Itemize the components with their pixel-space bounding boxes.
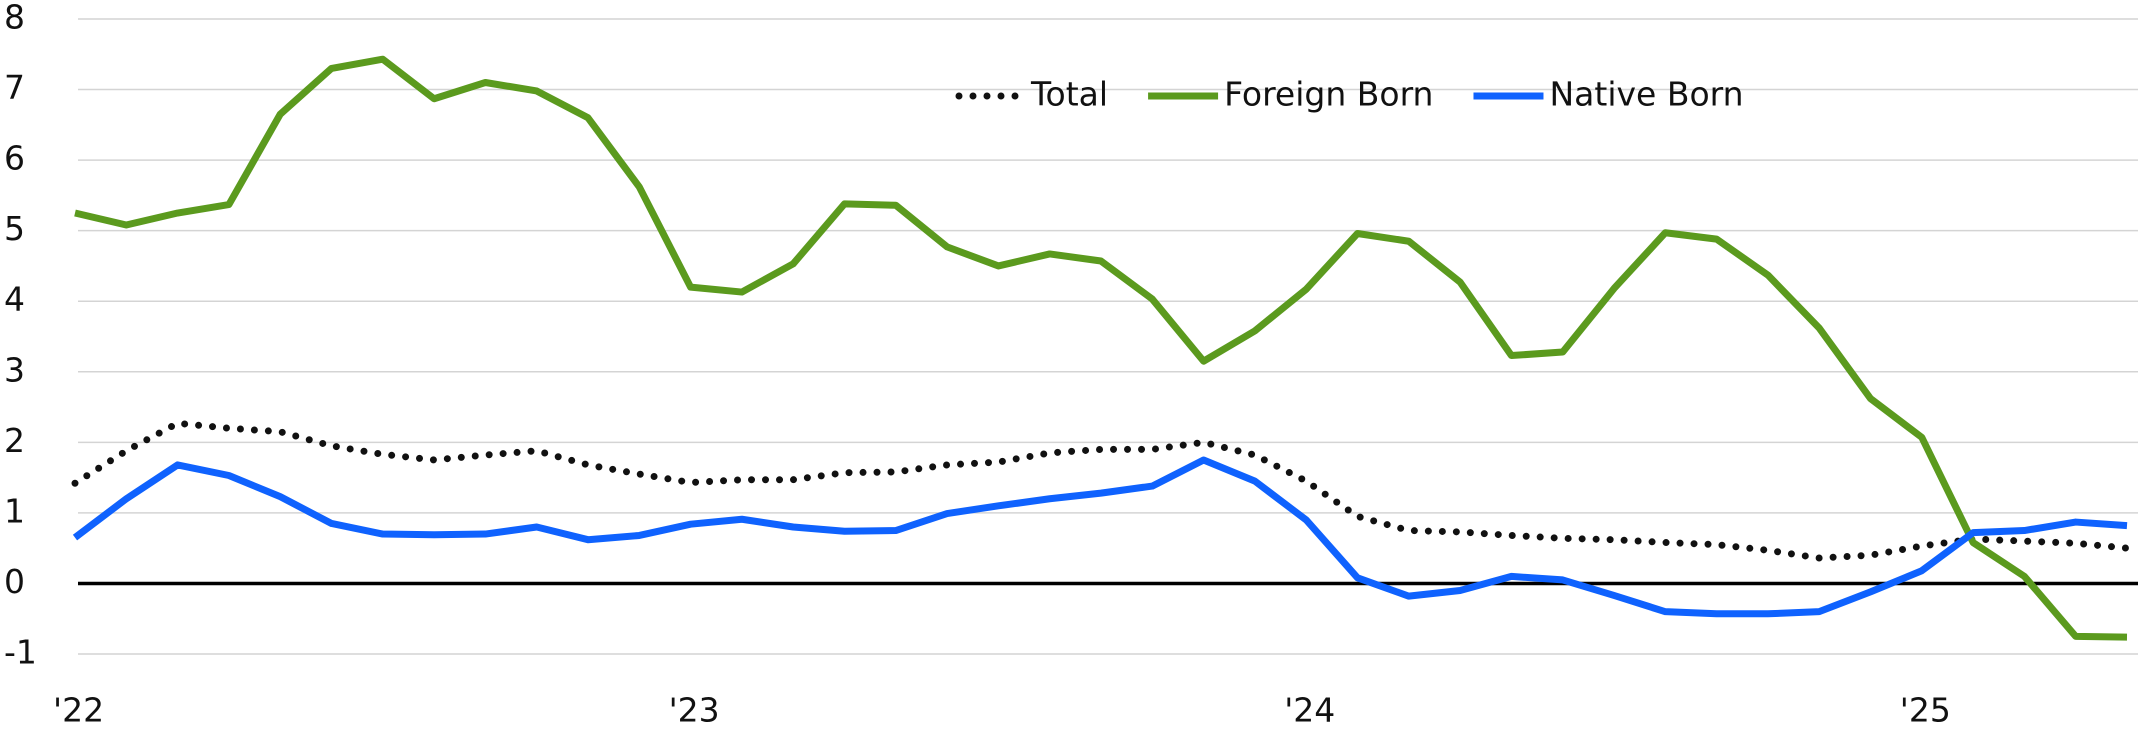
series-line	[72, 456, 2128, 618]
series-line	[71, 419, 2131, 562]
legend-label: Native Born	[1549, 75, 1743, 114]
series-line	[74, 55, 2128, 641]
legend-label: Total	[1030, 75, 1108, 114]
y-tick-label: 3	[4, 350, 25, 389]
y-tick-label: 0	[4, 562, 25, 601]
x-tick-label: '23	[669, 691, 720, 730]
x-tick-label: '22	[53, 691, 104, 730]
y-tick-label: 4	[4, 280, 25, 319]
y-tick-label: 6	[4, 139, 25, 178]
y-tick-label: 2	[4, 421, 25, 460]
y-tick-label: 7	[4, 68, 25, 107]
y-tick-label: 8	[4, 0, 25, 37]
legend-label: Foreign Born	[1224, 75, 1433, 114]
x-tick-label: '24	[1284, 691, 1335, 730]
y-tick-label: 1	[4, 491, 25, 530]
y-tick-label: -1	[4, 633, 37, 672]
x-tick-label: '25	[1900, 691, 1951, 730]
y-tick-label: 5	[4, 209, 25, 248]
